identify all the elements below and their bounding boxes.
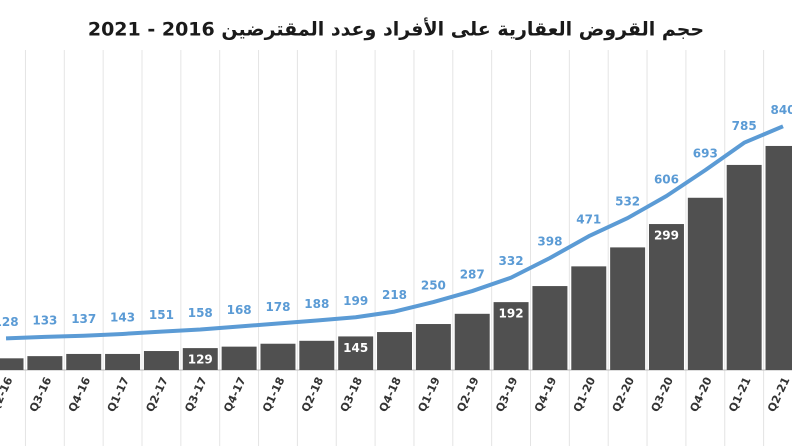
- bar: [765, 145, 792, 370]
- line-value-label: 133: [32, 313, 57, 327]
- line-value-label: 199: [343, 294, 368, 308]
- line-value-label: 168: [227, 303, 252, 317]
- line: [5, 124, 784, 341]
- line-value-label: 332: [499, 254, 524, 268]
- line-value-label: 178: [265, 300, 290, 314]
- bar: [377, 332, 413, 370]
- line-value-label: 785: [732, 119, 757, 133]
- x-tick-label: Q1-20: [571, 375, 599, 414]
- bar: [299, 340, 335, 370]
- line-value-label: 218: [382, 288, 407, 302]
- bar-value-label: 129: [188, 353, 213, 367]
- bar: [571, 266, 607, 370]
- x-tick-label: Q2-19: [454, 375, 481, 414]
- bar: [687, 197, 723, 370]
- x-tick-label: Q3-16: [27, 375, 55, 414]
- line-value-label: 532: [615, 195, 640, 209]
- line-value-label: 287: [460, 268, 485, 282]
- line-value-label: 398: [537, 234, 562, 248]
- bar: [143, 351, 179, 370]
- line-value-label: 606: [654, 173, 679, 187]
- bar: [415, 324, 451, 370]
- x-tick-label: Q3-17: [182, 375, 209, 414]
- x-tick-label: Q4-18: [377, 375, 404, 414]
- bar: [726, 164, 762, 370]
- bar: [338, 336, 374, 370]
- bar-value-label: 299: [654, 229, 679, 243]
- line-value-label: 151: [149, 308, 174, 322]
- bar: [27, 356, 63, 370]
- bar: [105, 353, 141, 370]
- x-tick-label: Q3-18: [338, 375, 365, 414]
- bar: [532, 286, 568, 370]
- chart-title: حجم القروض العقارية على الأفراد وعدد الم…: [88, 18, 704, 41]
- line-value-label: 250: [421, 279, 446, 293]
- bar: [648, 224, 684, 370]
- line-value-label: 158: [188, 306, 213, 320]
- x-tick-label: Q4-19: [532, 375, 559, 414]
- bar: [610, 247, 646, 370]
- bar: [0, 358, 24, 370]
- bar-value-label: 145: [343, 341, 368, 355]
- bar-value-label: 192: [499, 307, 524, 321]
- line-value-label: 471: [576, 213, 601, 227]
- x-tick-label: Q2-17: [143, 375, 170, 414]
- line-value-label: 188: [304, 297, 329, 311]
- x-tick-label: Q3-20: [649, 375, 677, 414]
- x-tick-label: Q4-17: [221, 375, 248, 414]
- line-value-label: 128: [0, 315, 19, 329]
- line-value-label: 137: [71, 312, 96, 326]
- bar: [221, 346, 257, 370]
- bar: [182, 348, 218, 370]
- line-value-label: 840: [770, 103, 792, 117]
- x-tick-label: Q4-20: [687, 375, 715, 414]
- bar: [260, 343, 296, 370]
- x-tick-label: Q1-21: [726, 375, 753, 414]
- x-tick-label: Q2-16: [0, 375, 16, 414]
- x-tick-label: Q4-16: [66, 375, 94, 414]
- line-value-label: 693: [693, 147, 718, 161]
- x-tick-label: Q2-20: [610, 375, 638, 414]
- x-tick-label: Q3-19: [493, 375, 520, 414]
- x-tick-label: Q2-21: [765, 375, 792, 414]
- line-value-label: 143: [110, 310, 135, 324]
- x-tick-label: Q1-18: [260, 375, 287, 414]
- x-tick-label: Q2-18: [299, 375, 326, 414]
- bar: [493, 302, 529, 370]
- x-tick-label: Q1-17: [105, 375, 132, 414]
- x-tick-label: Q1-19: [415, 375, 442, 414]
- bar: [66, 353, 102, 370]
- bar: [454, 313, 490, 370]
